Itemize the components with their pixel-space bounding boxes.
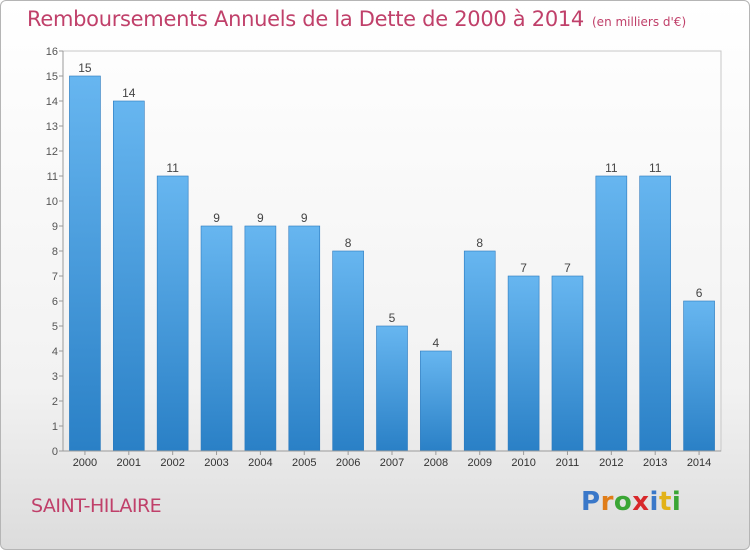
bar-value-label: 5 xyxy=(389,311,396,325)
x-tick-label: 2000 xyxy=(73,457,97,469)
y-tick-label: 16 xyxy=(46,46,58,58)
x-tick-label: 2004 xyxy=(248,457,272,469)
y-tick-label: 4 xyxy=(52,346,58,358)
x-tick-label: 2011 xyxy=(556,457,580,469)
y-tick-label: 5 xyxy=(52,321,58,333)
plot-area: 0123456789101112131415161520001420011120… xyxy=(46,46,722,469)
y-tick-label: 3 xyxy=(52,371,58,383)
bar xyxy=(244,225,277,452)
x-tick-label: 2008 xyxy=(424,457,448,469)
bar xyxy=(683,300,715,452)
bar xyxy=(332,250,364,452)
bar xyxy=(156,175,189,452)
bar-value-label: 6 xyxy=(696,286,703,300)
y-tick-label: 8 xyxy=(52,246,58,258)
bar-value-label: 11 xyxy=(649,161,662,175)
x-tick-label: 2014 xyxy=(687,457,711,469)
bar-value-label: 7 xyxy=(564,261,571,275)
bar-value-label: 9 xyxy=(213,211,220,225)
x-tick-label: 2007 xyxy=(380,457,404,469)
y-tick-label: 12 xyxy=(46,146,58,158)
x-tick-label: 2009 xyxy=(467,457,491,469)
y-tick-label: 15 xyxy=(46,71,58,83)
x-tick-label: 2001 xyxy=(117,457,141,469)
y-tick-label: 14 xyxy=(46,96,58,108)
bar xyxy=(463,250,496,452)
bar xyxy=(288,225,321,452)
y-tick-label: 9 xyxy=(52,221,58,233)
bar-value-label: 9 xyxy=(301,211,308,225)
y-tick-label: 2 xyxy=(52,396,58,408)
commune-name: SAINT-HILAIRE xyxy=(31,495,162,517)
bar-value-label: 11 xyxy=(605,161,618,175)
x-tick-label: 2012 xyxy=(599,457,623,469)
bar xyxy=(551,275,584,452)
bar-value-label: 14 xyxy=(122,86,136,100)
y-tick-label: 11 xyxy=(47,171,58,183)
bar-value-label: 4 xyxy=(433,336,440,350)
y-tick-label: 6 xyxy=(52,296,58,308)
bar-value-label: 7 xyxy=(520,261,527,275)
unit-label: (en milliers d'€) xyxy=(592,15,687,29)
title-text: Remboursements Annuels de la Dette de 20… xyxy=(27,7,584,31)
bar-value-label: 11 xyxy=(166,161,179,175)
x-tick-label: 2003 xyxy=(204,457,228,469)
bar-value-label: 15 xyxy=(78,61,92,75)
y-tick-label: 7 xyxy=(52,271,58,283)
bar-value-label: 9 xyxy=(257,211,264,225)
x-tick-label: 2005 xyxy=(292,457,316,469)
bar xyxy=(113,100,145,452)
x-tick-label: 2013 xyxy=(643,457,667,469)
y-tick-label: 13 xyxy=(46,121,58,133)
bar xyxy=(200,225,233,452)
x-tick-label: 2006 xyxy=(336,457,360,469)
bar xyxy=(595,175,628,452)
bar-value-label: 8 xyxy=(476,236,483,250)
bar xyxy=(507,275,540,452)
y-tick-label: 0 xyxy=(52,446,58,458)
bar xyxy=(639,175,672,452)
proxiti-logo: Proxiti xyxy=(581,487,682,517)
y-tick-label: 10 xyxy=(46,196,58,208)
chart-title: Remboursements Annuels de la Dette de 20… xyxy=(27,7,686,31)
bar xyxy=(69,75,101,452)
x-tick-label: 2002 xyxy=(160,457,184,469)
bar xyxy=(376,325,408,452)
bar xyxy=(420,350,452,452)
y-tick-label: 1 xyxy=(52,421,58,433)
bar-value-label: 8 xyxy=(345,236,352,250)
x-tick-label: 2010 xyxy=(511,457,535,469)
